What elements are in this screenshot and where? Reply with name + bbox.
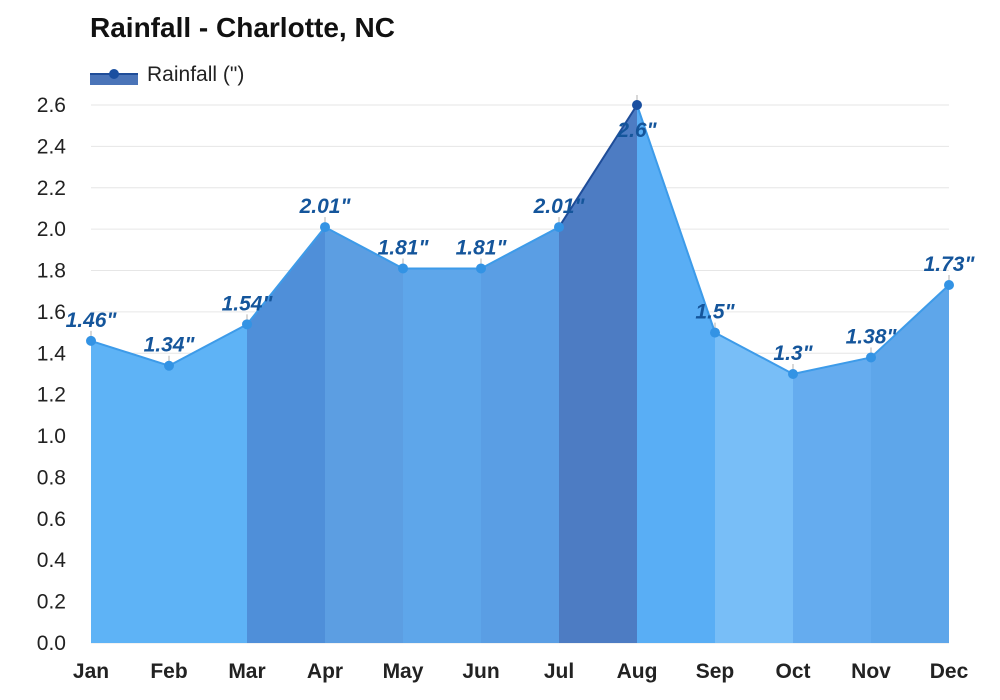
y-tick-label: 1.6 [37, 301, 66, 324]
y-tick-label: 2.2 [37, 177, 66, 200]
x-tick-label: Jan [73, 660, 109, 683]
data-point [164, 360, 174, 371]
area-segment [247, 227, 325, 644]
legend-swatch-icon [90, 65, 138, 85]
data-label: 1.54" [222, 292, 274, 315]
data-label: 2.6" [616, 119, 657, 142]
data-label: 2.01" [299, 195, 352, 218]
y-tick-label: 2.6 [37, 94, 66, 117]
area-segment [481, 227, 559, 644]
data-label: 1.3" [773, 342, 813, 365]
y-tick-label: 2.0 [37, 218, 66, 241]
data-label: 1.73" [924, 253, 976, 276]
x-tick-label: Sep [696, 660, 735, 683]
series-line-segment [558, 104, 638, 228]
series-line-segment [792, 356, 872, 375]
data-label: 1.81" [456, 236, 508, 259]
series-line-segment [480, 226, 560, 270]
y-tick-label: 2.4 [37, 135, 67, 158]
data-label: 1.34" [144, 334, 196, 357]
series-line-segment [870, 284, 950, 359]
data-label: 1.81" [378, 236, 430, 259]
area-segment [325, 227, 403, 644]
area-segment [91, 340, 169, 643]
x-tick-label: Apr [307, 660, 343, 683]
x-tick-label: May [383, 660, 424, 683]
area-segment [715, 332, 793, 643]
series-line-segment [246, 226, 326, 325]
data-point [554, 222, 564, 233]
legend[interactable]: Rainfall (") [90, 60, 244, 90]
series-line-segment [90, 339, 170, 367]
y-tick-label: 1.0 [37, 425, 66, 448]
data-point [476, 263, 486, 274]
y-tick-label: 1.2 [37, 384, 66, 407]
series-line-segment [324, 226, 404, 270]
area-segment [169, 324, 247, 643]
data-point [788, 369, 798, 379]
data-point [320, 222, 330, 233]
series-line-segment [168, 323, 248, 367]
x-tick-label: Nov [851, 660, 891, 683]
data-point [242, 319, 252, 330]
area-segment [559, 105, 637, 643]
data-point [86, 335, 96, 346]
area-segment [793, 357, 871, 643]
x-tick-label: Aug [617, 660, 658, 683]
data-point [944, 280, 954, 291]
x-tick-label: Jun [462, 660, 499, 683]
area-segment [871, 285, 949, 643]
x-tick-label: Oct [775, 660, 810, 683]
x-tick-label: Jul [544, 660, 574, 683]
data-point [398, 263, 408, 274]
area-segment [403, 268, 481, 643]
y-tick-label: 1.8 [37, 260, 66, 283]
y-tick-label: 1.4 [37, 342, 67, 365]
data-label: 1.38" [846, 325, 898, 348]
series-line-segment [714, 331, 794, 375]
data-label: 1.5" [695, 301, 735, 324]
data-point [866, 352, 876, 363]
data-label: 1.46" [66, 309, 118, 332]
y-tick-label: 0.2 [37, 591, 66, 614]
y-tick-label: 0.4 [37, 549, 67, 572]
y-tick-label: 0.0 [37, 632, 66, 655]
data-point [710, 327, 720, 338]
line-layer [90, 104, 950, 375]
axis-layer: 0.0 0.2 0.4 0.6 0.8 1.0 1.2 1.4 1.6 1.8 2.0 2.2 2.4 2… [37, 94, 969, 683]
y-tick-label: 0.8 [37, 466, 66, 489]
x-tick-label: Feb [150, 660, 187, 683]
chart-title: Rainfall - Charlotte, NC [90, 12, 395, 43]
area-layer [91, 105, 949, 644]
x-tick-label: Dec [930, 660, 969, 683]
y-tick-label: 0.6 [37, 508, 66, 531]
x-tick-label: Mar [228, 660, 265, 683]
series-line-segment [636, 104, 716, 333]
data-label: 2.01" [533, 195, 586, 218]
marker-layer [86, 95, 954, 379]
data-point [632, 100, 642, 110]
data-label-layer: 1.46" 1.34" 1.54" 2.01" 1.81" 1.81" 2.01" 2.6" 1… [66, 119, 976, 365]
area-segment [637, 105, 715, 643]
legend-label: Rainfall (") [147, 63, 245, 86]
